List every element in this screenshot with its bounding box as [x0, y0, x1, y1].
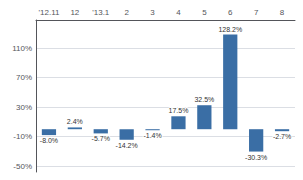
svg-text:8: 8 — [280, 8, 285, 17]
svg-text:12: 12 — [70, 8, 79, 17]
svg-text:'13.1: '13.1 — [92, 8, 110, 17]
svg-text:7: 7 — [254, 8, 259, 17]
svg-text:4: 4 — [176, 8, 181, 17]
svg-text:-10%: -10% — [13, 132, 32, 141]
svg-text:5: 5 — [202, 8, 207, 17]
svg-text:32.5%: 32.5% — [194, 96, 214, 103]
svg-text:-30.3%: -30.3% — [245, 154, 267, 161]
svg-text:6: 6 — [228, 8, 233, 17]
svg-text:-14.2%: -14.2% — [116, 142, 138, 149]
svg-text:'12.11: '12.11 — [38, 8, 60, 17]
svg-text:-2.7%: -2.7% — [273, 133, 291, 140]
svg-text:30%: 30% — [16, 103, 32, 112]
svg-text:17.5%: 17.5% — [169, 107, 189, 114]
svg-text:-5.7%: -5.7% — [92, 135, 110, 142]
svg-text:70%: 70% — [16, 73, 32, 82]
svg-text:2: 2 — [124, 8, 129, 17]
svg-text:128.2%: 128.2% — [218, 26, 242, 33]
svg-text:110%: 110% — [12, 44, 32, 53]
svg-text:-8.0%: -8.0% — [40, 137, 58, 144]
svg-text:3: 3 — [150, 8, 155, 17]
svg-text:-1.4%: -1.4% — [143, 132, 161, 139]
svg-text:2.4%: 2.4% — [67, 118, 83, 125]
svg-text:-50%: -50% — [13, 162, 32, 171]
